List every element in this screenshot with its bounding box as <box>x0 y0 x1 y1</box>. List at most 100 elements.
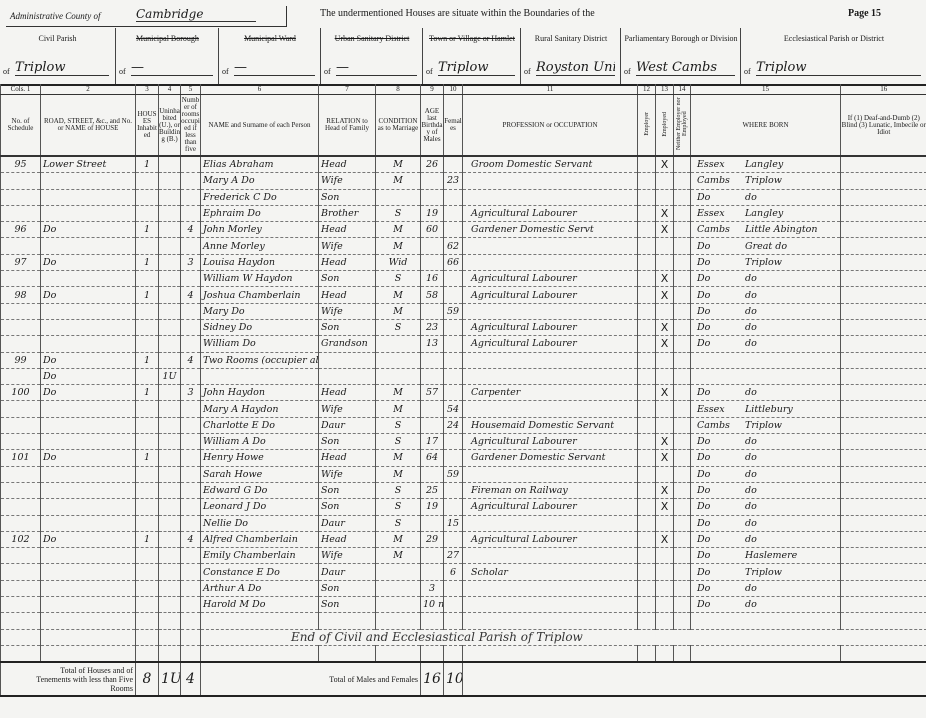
cell-uninhabited <box>158 237 181 255</box>
empty-cell <box>0 612 41 630</box>
born-place: do <box>745 387 757 399</box>
area-label: Ecclesiastical Parish or District <box>783 34 885 43</box>
cell-rooms <box>180 466 201 483</box>
cell-rooms: 4 <box>180 352 201 369</box>
cell-employed: X <box>655 286 674 304</box>
cell-own <box>673 417 691 435</box>
cell-schedule <box>0 335 41 353</box>
cell-own <box>673 384 691 402</box>
cell-occupation: Fireman on Railway <box>462 482 638 500</box>
cell-condition: M <box>375 286 421 304</box>
cell-age-m <box>420 303 444 320</box>
cell-employed <box>655 237 674 255</box>
cell-inhabited <box>135 172 159 190</box>
cell-own <box>673 335 691 353</box>
cell-relation: Son <box>318 270 376 288</box>
of-label: of <box>624 67 631 76</box>
cell-condition: M <box>375 400 421 418</box>
cell-road <box>40 172 136 190</box>
cell-employer <box>637 547 656 565</box>
born-county: Do <box>697 582 711 594</box>
cell-uninhabited <box>158 563 181 581</box>
cell-employer <box>637 254 656 272</box>
column-header-text: Females <box>444 117 462 132</box>
cell-rooms <box>180 270 201 288</box>
cell-condition: M <box>375 531 421 549</box>
cell-infirmity <box>840 433 926 451</box>
column-numbers: Cols. 1 2 3 4 5 6 7 8 9 10 11 12 13 14 15 16 <box>0 84 926 95</box>
cell-employer <box>637 156 656 174</box>
cell-age-f: 54 <box>443 400 463 418</box>
cell-road <box>40 189 136 206</box>
cell-born: Cambs Little Abington <box>690 221 841 239</box>
cell-born: Cambs Triplow <box>690 172 841 190</box>
cell-rooms <box>180 515 201 532</box>
empty-cell <box>443 645 463 663</box>
cell-employed: X <box>655 433 674 451</box>
column-header: Number of rooms occupied if less than fi… <box>180 94 201 157</box>
cell-inhabited: 1 <box>135 286 159 304</box>
born-county: Do <box>697 305 711 317</box>
cell-occupation: Groom Domestic Servant <box>462 156 638 174</box>
column-number: 2 <box>40 84 136 95</box>
of-label: of <box>524 67 531 76</box>
cell-condition: M <box>375 547 421 565</box>
cell-employed: X <box>655 482 674 500</box>
cell-schedule: 101 <box>0 449 41 467</box>
cell-condition: S <box>375 515 421 532</box>
cell-condition <box>375 335 421 353</box>
column-header: NAME and Surname of each Person <box>200 94 319 157</box>
cell-name: Joshua Chamberlain <box>200 286 319 304</box>
cell-age-m: 3 <box>420 580 444 598</box>
column-header: RELATION to Head of Family <box>318 94 376 157</box>
cell-age-m: 64 <box>420 449 444 467</box>
cell-schedule <box>0 205 41 223</box>
total-rooms: 4 <box>180 661 201 698</box>
cell-own <box>673 319 691 337</box>
cell-condition: M <box>375 237 421 255</box>
cell-uninhabited <box>158 547 181 565</box>
cell-employed <box>655 254 674 272</box>
table-row: William W Haydon Son S 16 Agricultural Labou… <box>0 270 926 288</box>
table-row: William Do Grandson 13 Agricultural Laboure… <box>0 335 926 353</box>
cell-rooms <box>180 449 201 467</box>
of-label: of <box>3 67 10 76</box>
cell-age-m <box>420 547 444 565</box>
cell-name: Louisa Haydon <box>200 254 319 272</box>
cell-age-f <box>443 449 463 467</box>
column-number: 13 <box>655 84 674 95</box>
born-county: Do <box>697 468 711 480</box>
cell-occupation: Agricultural Labourer <box>462 319 638 337</box>
cell-uninhabited <box>158 531 181 549</box>
cell-age-f <box>443 270 463 288</box>
cell-inhabited: 1 <box>135 156 159 174</box>
column-number: 3 <box>135 84 159 95</box>
cell-inhabited <box>135 335 159 353</box>
cell-schedule: 98 <box>0 286 41 304</box>
cell-condition: M <box>375 303 421 320</box>
cell-infirmity <box>840 417 926 435</box>
column-number: 6 <box>200 84 319 95</box>
cell-schedule <box>0 400 41 418</box>
cell-inhabited <box>135 547 159 565</box>
cell-condition: S <box>375 498 421 516</box>
cell-road: Lower Street <box>40 156 136 174</box>
area-value: Triplow <box>438 60 515 76</box>
table-row: Constance E Do Daur 6 Scholar Do Triplow <box>0 563 926 581</box>
cell-uninhabited <box>158 205 181 223</box>
cell-employer <box>637 303 656 320</box>
cell-schedule: 100 <box>0 384 41 402</box>
end-note-row: End of Civil and Ecclesiastical Parish o… <box>0 629 926 646</box>
cell-uninhabited <box>158 303 181 320</box>
cell-employer <box>637 498 656 516</box>
cell-road: Do <box>40 286 136 304</box>
cell-relation: Daur <box>318 417 376 435</box>
area-label: Urban Sanitary District <box>334 34 410 43</box>
cell-uninhabited <box>158 384 181 402</box>
empty-cell <box>840 645 926 663</box>
table-row: Edward G Do Son S 25 Fireman on Railway X Do do <box>0 482 926 500</box>
cell-name: Henry Howe <box>200 449 319 467</box>
cell-relation: Wife <box>318 466 376 483</box>
table-row: Sarah Howe Wife M 59 Do do <box>0 466 926 483</box>
